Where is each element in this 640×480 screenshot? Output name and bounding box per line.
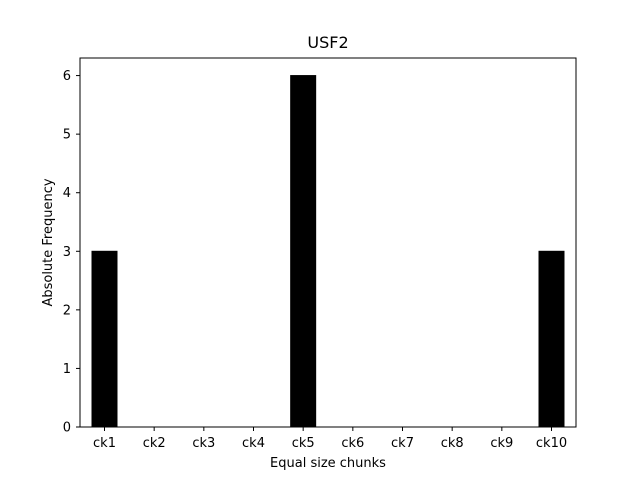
x-axis-label: Equal size chunks bbox=[270, 456, 386, 471]
y-axis: 0 1 2 3 4 5 6 bbox=[63, 69, 80, 436]
x-tick-label: ck3 bbox=[192, 436, 215, 451]
bar-ck5 bbox=[290, 75, 317, 428]
x-tick-label: ck10 bbox=[536, 436, 567, 451]
y-tick-label: 2 bbox=[63, 303, 71, 318]
bars-layer bbox=[91, 75, 565, 428]
x-tick-label: ck7 bbox=[391, 436, 414, 451]
x-tick-label: ck9 bbox=[490, 436, 513, 451]
y-axis-label: Absolute Frequency bbox=[41, 178, 56, 306]
x-tick-label: ck8 bbox=[441, 436, 464, 451]
chart-title: USF2 bbox=[307, 33, 348, 52]
bar-ck1 bbox=[91, 250, 118, 428]
bar-ck10 bbox=[538, 250, 565, 428]
y-tick-label: 5 bbox=[63, 128, 71, 143]
x-tick-label: ck5 bbox=[292, 436, 315, 451]
y-tick-label: 3 bbox=[63, 245, 71, 260]
x-tick-label: ck2 bbox=[143, 436, 166, 451]
plot-area-frame bbox=[79, 57, 577, 428]
x-tick-label: ck6 bbox=[341, 436, 364, 451]
y-tick-label: 0 bbox=[63, 421, 71, 436]
x-tick-label: ck1 bbox=[93, 436, 116, 451]
x-axis: ck1 ck2 ck3 ck4 ck5 ck6 ck7 ck8 ck9 ck10 bbox=[93, 427, 567, 451]
x-tick-label: ck4 bbox=[242, 436, 265, 451]
y-tick-label: 4 bbox=[63, 186, 71, 201]
y-tick-label: 6 bbox=[63, 69, 71, 84]
y-tick-label: 1 bbox=[63, 362, 71, 377]
